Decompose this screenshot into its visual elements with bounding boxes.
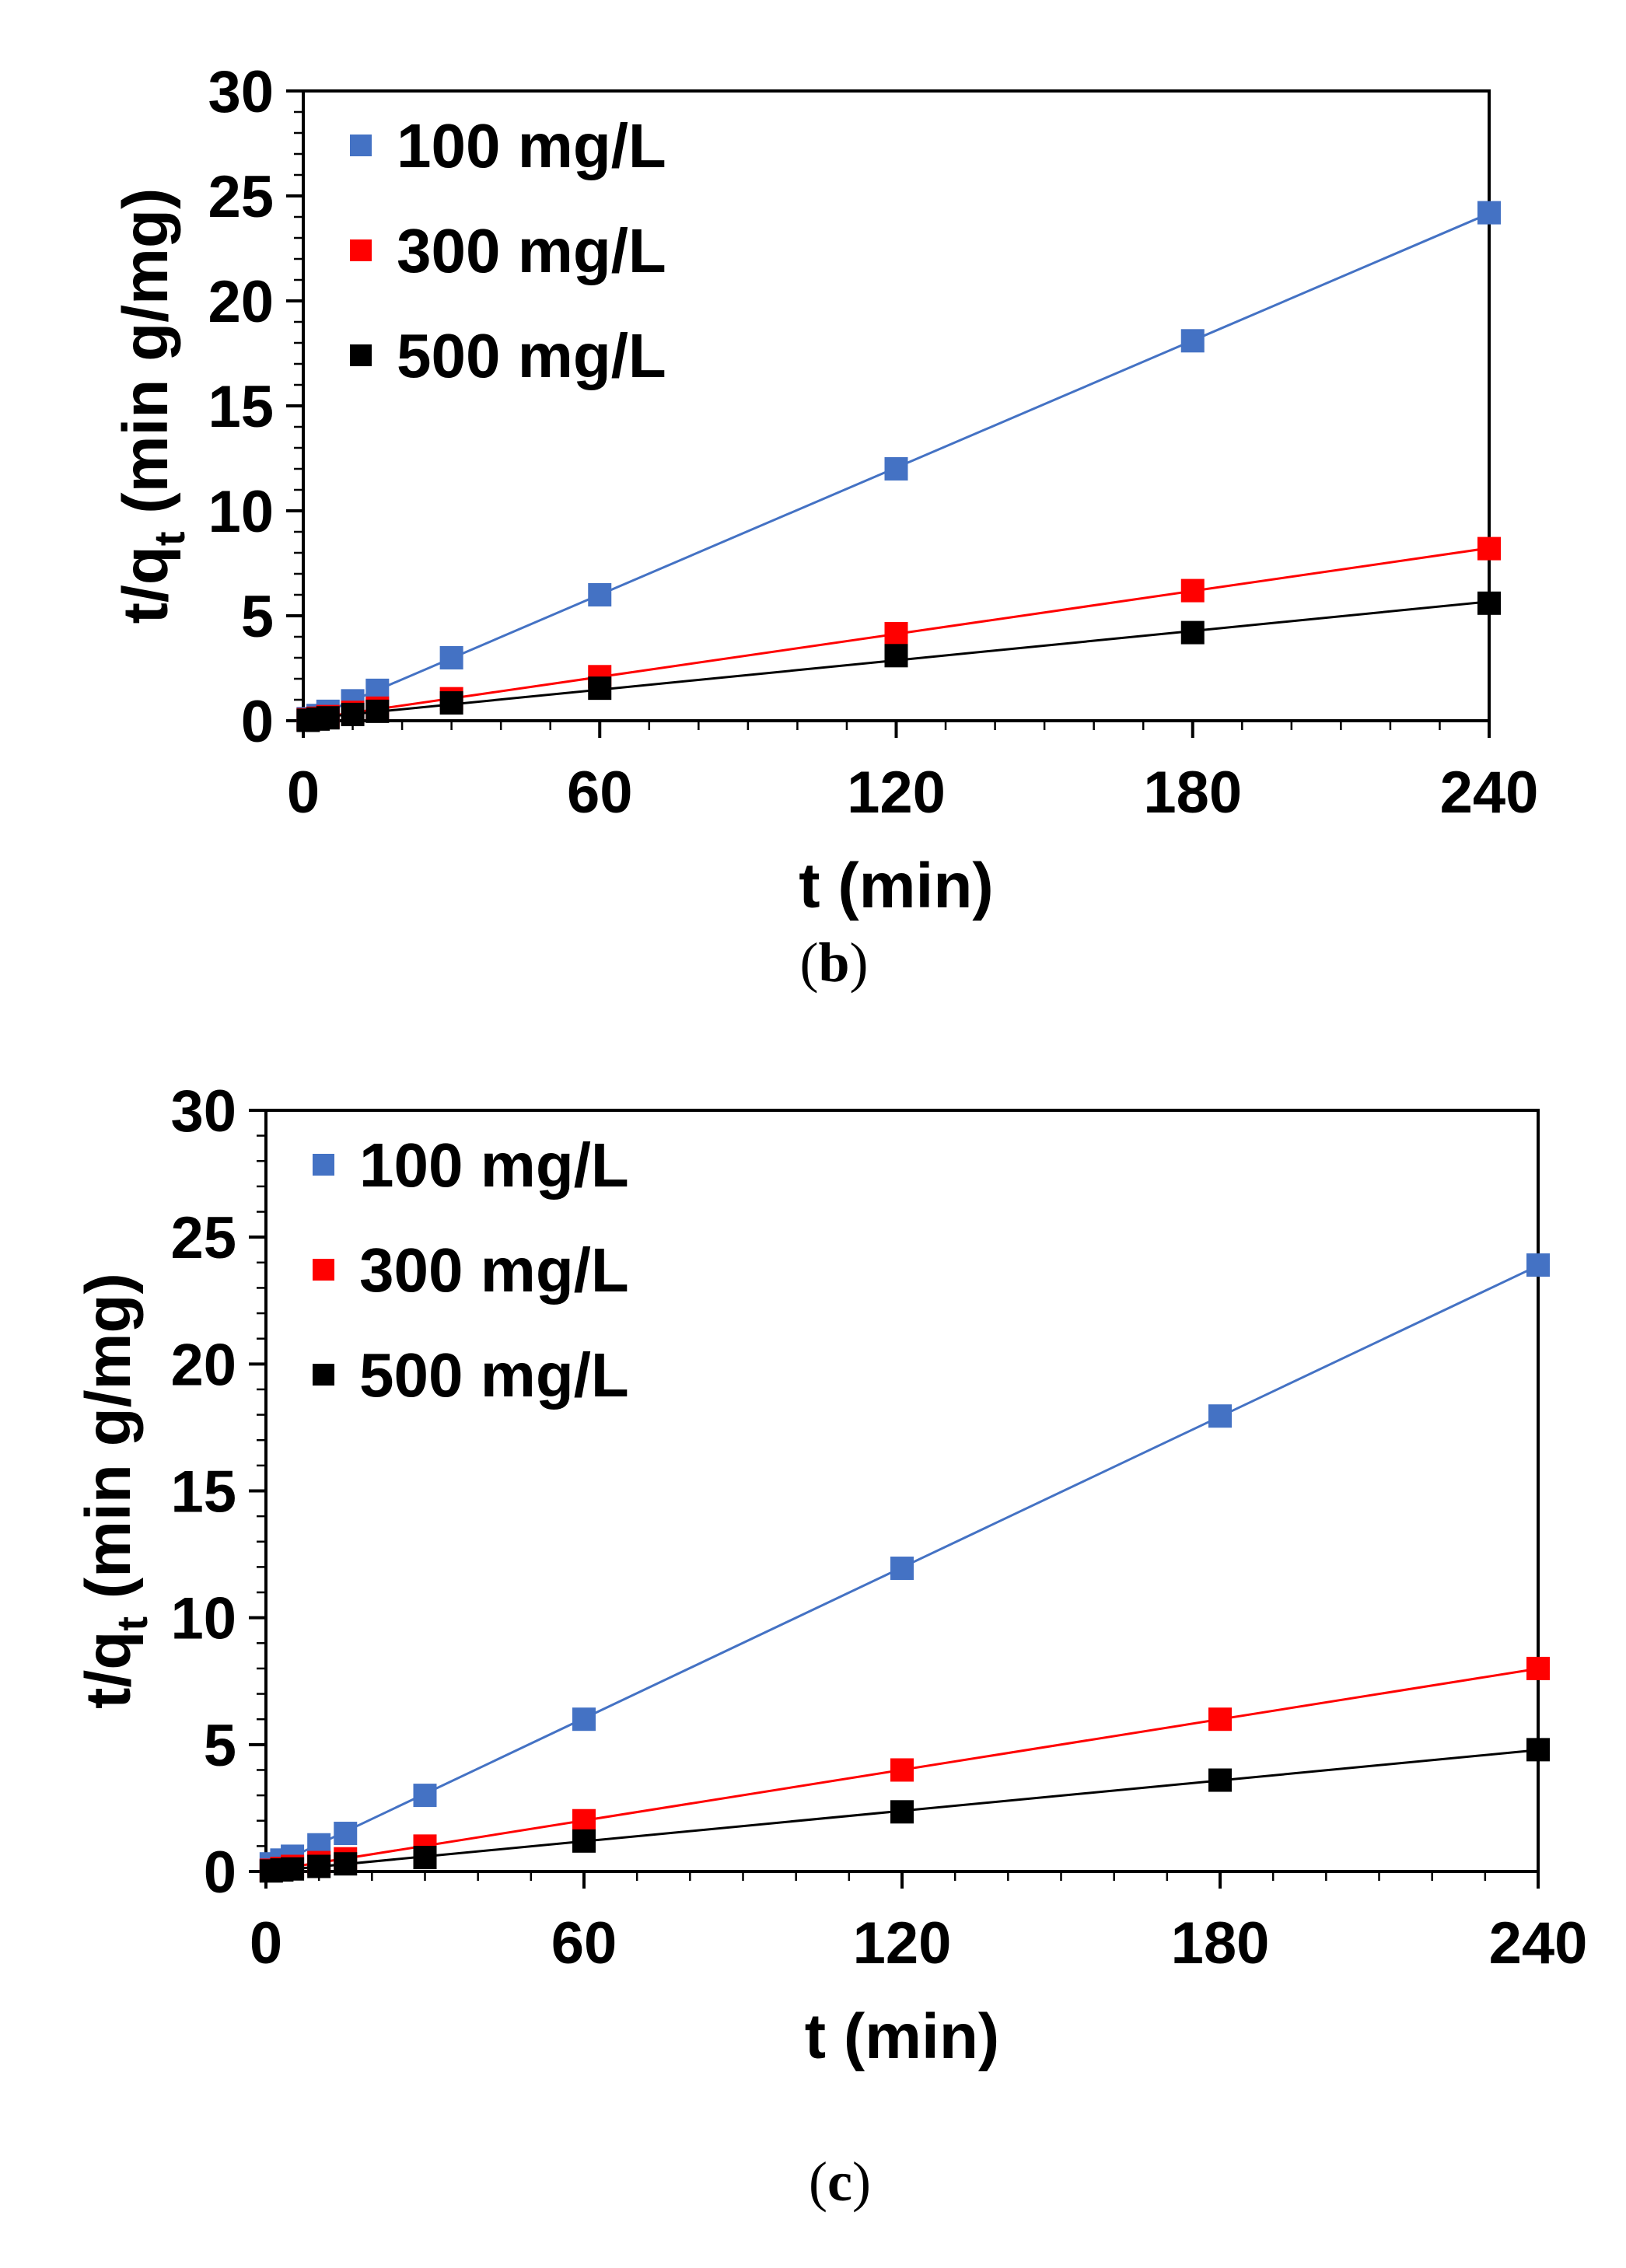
data-point-series-3 <box>281 1857 305 1881</box>
panel-label-open: ( <box>799 931 818 994</box>
data-point-series-1 <box>1477 201 1501 225</box>
y-axis-label-subscript: t <box>107 1616 156 1631</box>
data-point-series-3 <box>334 1852 358 1876</box>
data-point-series-1 <box>572 1707 596 1732</box>
chart-panel-b: 0 5 10 15 20 25 30 0 60 120 180 240 t (min) t/qt (min… <box>110 59 1538 994</box>
x-tick-label: 60 <box>551 1910 617 1976</box>
legend-marker-series-2 <box>350 239 372 261</box>
x-tick-label: 0 <box>287 760 320 826</box>
y-tick-label: 5 <box>204 1713 236 1779</box>
y-axis-label: t/qt (min g/mg) <box>73 1273 156 1709</box>
y-tick-label: 30 <box>208 59 274 125</box>
panel-label-letter: c <box>827 2151 852 2213</box>
y-axis-label-units: (min g/mg) <box>110 188 181 532</box>
data-point-series-1 <box>439 646 463 669</box>
legend-label-series-3: 500 mg/L <box>397 321 666 390</box>
legend-marker-series-3 <box>350 344 372 366</box>
x-tick-label: 120 <box>847 760 946 826</box>
y-axis-label-main: t/q <box>73 1631 144 1709</box>
data-point-series-1 <box>588 583 612 606</box>
data-point-series-2 <box>572 1808 596 1833</box>
data-point-series-3 <box>1477 591 1501 615</box>
y-tick-label: 25 <box>208 164 274 230</box>
y-tick-label: 10 <box>170 1586 236 1652</box>
x-tick-label: 0 <box>250 1910 282 1976</box>
data-point-series-1 <box>890 1557 914 1581</box>
data-point-series-3 <box>1526 1738 1550 1762</box>
panel-label: (c) <box>809 2151 871 2213</box>
y-tick-label: 0 <box>241 689 274 755</box>
y-tick-label: 25 <box>170 1205 236 1271</box>
data-point-series-2 <box>1526 1656 1550 1680</box>
legend-marker-series-1 <box>350 135 372 156</box>
legend-marker-series-3 <box>313 1364 334 1386</box>
data-point-series-1 <box>1180 329 1205 353</box>
legend-label-series-2: 300 mg/L <box>397 216 666 285</box>
legend-label-series-3: 500 mg/L <box>359 1340 629 1410</box>
panel-label-close: ) <box>850 931 869 994</box>
x-tick-label: 240 <box>1440 760 1539 826</box>
y-axis-label-units: (min g/mg) <box>73 1273 144 1616</box>
y-tick-label: 15 <box>170 1459 236 1525</box>
y-tick-label: 15 <box>208 374 274 440</box>
panel-label-close: ) <box>852 2151 871 2213</box>
data-point-series-3 <box>316 706 340 730</box>
data-point-series-3 <box>307 1854 331 1878</box>
legend-marker-series-1 <box>313 1154 334 1176</box>
y-tick-label: 5 <box>241 584 274 650</box>
x-tick-label: 180 <box>1143 760 1242 826</box>
data-point-series-1 <box>1526 1253 1550 1277</box>
legend-label-series-1: 100 mg/L <box>359 1131 629 1200</box>
x-tick-label: 180 <box>1171 1910 1270 1976</box>
y-tick-label: 30 <box>170 1078 236 1144</box>
y-tick-label: 10 <box>208 479 274 545</box>
panel-label-open: ( <box>809 2151 827 2213</box>
x-tick-label: 240 <box>1489 1910 1588 1976</box>
x-axis-label: t (min) <box>805 2001 999 2072</box>
data-point-series-3 <box>588 676 612 701</box>
x-tick-label: 60 <box>567 760 633 826</box>
data-point-series-3 <box>572 1829 596 1853</box>
y-tick-label: 0 <box>204 1840 236 1906</box>
y-tick-label: 20 <box>208 269 274 335</box>
legend-label-series-2: 300 mg/L <box>359 1235 629 1305</box>
data-point-series-2 <box>1477 536 1501 561</box>
data-point-series-3 <box>1180 620 1205 645</box>
y-axis-label-subscript: t <box>145 532 194 547</box>
data-point-series-3 <box>884 644 908 668</box>
legend-marker-series-2 <box>313 1259 334 1281</box>
data-point-series-1 <box>334 1822 358 1846</box>
chart-panel-c: 0 5 10 15 20 25 30 0 60 120 180 240 t (min) t/qt (min… <box>73 1078 1587 2213</box>
panel-label: (b) <box>799 931 868 994</box>
data-point-series-3 <box>1208 1768 1232 1792</box>
data-point-series-2 <box>1180 578 1205 603</box>
y-axis-label: t/qt (min g/mg) <box>110 188 194 624</box>
data-point-series-2 <box>890 1758 914 1782</box>
data-point-series-3 <box>365 699 390 723</box>
data-point-series-1 <box>884 457 908 481</box>
data-point-series-2 <box>884 621 908 645</box>
data-point-series-3 <box>413 1846 437 1870</box>
data-point-series-3 <box>341 702 365 726</box>
y-axis-label-main: t/q <box>110 546 181 624</box>
data-point-series-1 <box>1208 1404 1232 1428</box>
legend-label-series-1: 100 mg/L <box>397 111 666 180</box>
y-tick-label: 20 <box>170 1332 236 1398</box>
data-point-series-3 <box>890 1800 914 1824</box>
x-tick-label: 120 <box>853 1910 952 1976</box>
data-point-series-1 <box>413 1784 437 1808</box>
data-point-series-2 <box>1208 1707 1232 1732</box>
x-axis-label: t (min) <box>799 851 993 921</box>
data-point-series-3 <box>439 691 463 715</box>
panel-label-letter: b <box>818 931 849 994</box>
